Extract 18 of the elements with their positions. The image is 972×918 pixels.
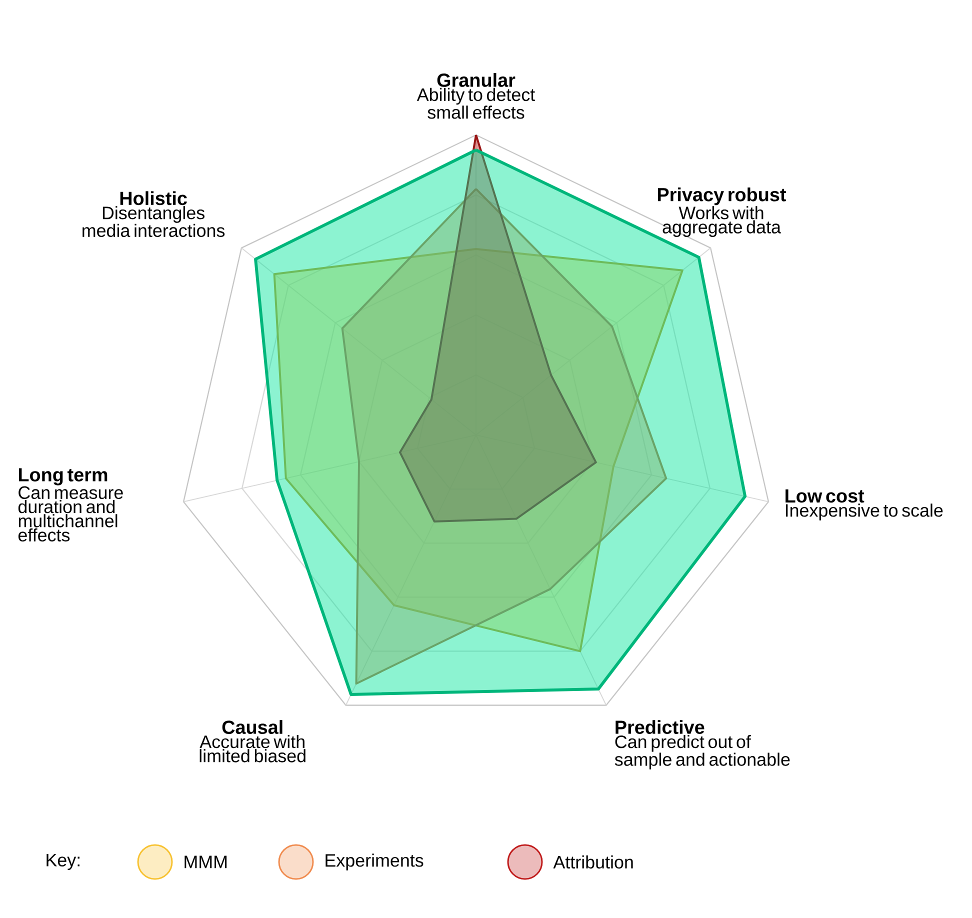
- spoke-label: Low cost: [786, 489, 864, 503]
- legend-label: MMM: [184, 856, 227, 868]
- spoke-label: Predictive: [616, 720, 704, 734]
- text: Can measure duration and multichannel effects: [18, 486, 123, 542]
- text: Can predict out of sample and actionable: [614, 734, 790, 770]
- text: Ability to detect small effects: [416, 88, 536, 119]
- spoke-label: Holistic: [120, 191, 187, 206]
- spoke-label: Granular: [437, 73, 516, 87]
- legend-label: Attribution: [553, 855, 633, 869]
- spoke-label: Privacy robust: [658, 187, 786, 206]
- legend-label: Experiments: [326, 854, 424, 870]
- text: Inexpensive to scale: [786, 504, 943, 520]
- spoke-label: Causal: [222, 720, 282, 734]
- text: Accurate with limited biased: [200, 734, 306, 762]
- text: Disentangles media interactions: [82, 206, 225, 237]
- legend-title: Key:: [46, 854, 80, 870]
- text: Works with aggregate data: [662, 206, 781, 237]
- spoke-label: Long term: [18, 468, 108, 486]
